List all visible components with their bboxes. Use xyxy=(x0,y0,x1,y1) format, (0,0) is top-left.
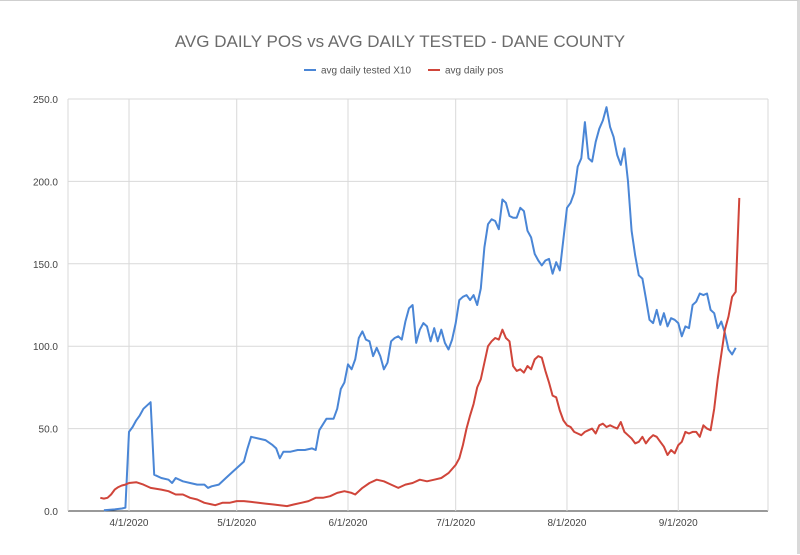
y-axis: 0.0 50.0 100.0 150.0 200.0 250.0 xyxy=(33,95,58,518)
y-tick-label: 150.0 xyxy=(33,260,58,271)
y-tick-label: 50.0 xyxy=(39,425,59,436)
x-tick-label: 7/1/2020 xyxy=(436,518,475,529)
chart-title: AVG DAILY POS vs AVG DAILY TESTED - DANE… xyxy=(175,32,625,51)
y-tick-label: 100.0 xyxy=(33,342,58,353)
x-axis: 4/1/2020 5/1/2020 6/1/2020 7/1/2020 8/1/2020… xyxy=(110,518,699,529)
x-tick-label: 8/1/2020 xyxy=(548,518,587,529)
series-line-avg-daily-pos xyxy=(100,197,741,508)
gridlines xyxy=(67,98,769,512)
x-tick-label: 9/1/2020 xyxy=(659,518,698,529)
y-tick-label: 200.0 xyxy=(33,177,58,188)
series-line-avg-daily-tested-x10 xyxy=(103,106,737,512)
legend-label: avg daily pos xyxy=(445,66,503,77)
y-tick-label: 250.0 xyxy=(33,95,58,106)
legend-label: avg daily tested X10 xyxy=(321,66,411,77)
x-tick-label: 5/1/2020 xyxy=(217,518,256,529)
x-tick-label: 6/1/2020 xyxy=(329,518,368,529)
y-tick-label: 0.0 xyxy=(44,507,58,518)
series-group xyxy=(100,106,741,512)
x-tick-label: 4/1/2020 xyxy=(110,518,149,529)
legend: avg daily tested X10 avg daily pos xyxy=(304,66,503,77)
